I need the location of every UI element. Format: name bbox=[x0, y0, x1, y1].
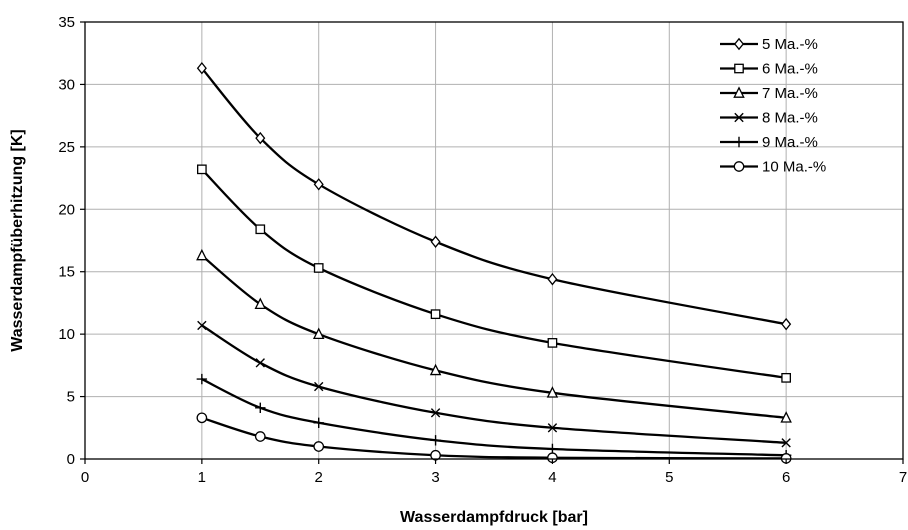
legend-item: 7 Ma.-% bbox=[720, 85, 818, 102]
axes: 0 1 2 3 4 5 6 7 0 5 10 15 20 25 30 35 bbox=[58, 14, 907, 486]
series-5 bbox=[196, 412, 792, 464]
data-point bbox=[254, 431, 266, 442]
data-point bbox=[313, 178, 324, 191]
x-tick-label: 1 bbox=[198, 469, 206, 486]
data-point bbox=[733, 136, 745, 148]
legend-label: 5 Ma.-% bbox=[762, 36, 818, 53]
data-point bbox=[197, 164, 207, 175]
data-point bbox=[196, 373, 208, 385]
data-point bbox=[547, 338, 558, 348]
series-line bbox=[200, 67, 787, 326]
y-tick-label: 10 bbox=[58, 326, 75, 343]
y-tick-label: 0 bbox=[67, 451, 75, 468]
series-2 bbox=[196, 248, 792, 423]
legend-label: 9 Ma.-% bbox=[762, 134, 818, 151]
data-point bbox=[255, 402, 266, 414]
series-0 bbox=[196, 61, 792, 331]
y-tick-label: 5 bbox=[67, 389, 75, 406]
data-point bbox=[254, 297, 267, 310]
y-tick-label: 15 bbox=[58, 264, 75, 281]
legend-item: 8 Ma.-% bbox=[720, 110, 818, 127]
x-tick-label: 6 bbox=[782, 469, 790, 486]
plot-frame bbox=[84, 21, 904, 460]
y-tick-label: 25 bbox=[58, 139, 75, 156]
data-point bbox=[733, 37, 745, 51]
y-tick-label: 20 bbox=[58, 201, 75, 218]
data-point bbox=[547, 423, 558, 433]
data-point bbox=[733, 161, 745, 172]
data-point bbox=[781, 317, 792, 331]
grid bbox=[85, 22, 903, 459]
x-tick-label: 0 bbox=[81, 469, 89, 486]
data-point bbox=[734, 112, 744, 123]
data-point bbox=[313, 441, 325, 452]
legend-label: 8 Ma.-% bbox=[762, 110, 818, 127]
data-point bbox=[781, 438, 791, 448]
legend: 5 Ma.-% 6 Ma.-% 7 Ma.-% 8 Ma.-% 9 Ma.-% 10 Ma… bbox=[720, 36, 826, 176]
data-point bbox=[313, 263, 324, 273]
data-point bbox=[429, 363, 442, 376]
data-point bbox=[430, 435, 441, 446]
series-4 bbox=[196, 373, 792, 461]
data-point bbox=[255, 131, 266, 145]
data-point bbox=[780, 411, 792, 423]
legend-label: 10 Ma.-% bbox=[762, 159, 826, 176]
data-point bbox=[430, 408, 441, 418]
y-tick-label: 35 bbox=[58, 14, 75, 31]
data-point bbox=[430, 309, 441, 320]
x-tick-label: 2 bbox=[315, 469, 323, 486]
data-point bbox=[430, 235, 441, 248]
data-point bbox=[546, 386, 559, 398]
data-point bbox=[255, 358, 265, 368]
series-1 bbox=[197, 164, 791, 383]
x-tick-label: 5 bbox=[665, 469, 673, 486]
series-3 bbox=[197, 320, 791, 448]
data-point bbox=[314, 381, 324, 392]
series-line bbox=[201, 254, 787, 419]
y-tick-label: 30 bbox=[58, 76, 75, 93]
data-point bbox=[255, 224, 266, 235]
data-point bbox=[312, 327, 325, 339]
data-point bbox=[196, 61, 207, 75]
x-tick-label: 7 bbox=[899, 469, 907, 486]
legend-item: 5 Ma.-% bbox=[720, 36, 818, 53]
legend-item: 10 Ma.-% bbox=[720, 159, 826, 176]
data-point bbox=[313, 417, 324, 428]
data-point bbox=[733, 86, 745, 98]
legend-item: 6 Ma.-% bbox=[720, 61, 818, 78]
x-tick-label: 3 bbox=[431, 469, 439, 486]
legend-item: 9 Ma.-% bbox=[720, 134, 818, 151]
data-point bbox=[547, 272, 558, 286]
data-point bbox=[781, 372, 791, 383]
x-tick-label: 4 bbox=[548, 469, 556, 486]
legend-label: 6 Ma.-% bbox=[762, 61, 818, 78]
y-axis-title: Wasserdampfüberhitzung [K] bbox=[9, 129, 26, 352]
data-point bbox=[197, 320, 207, 331]
data-point bbox=[196, 248, 208, 261]
data-point bbox=[734, 63, 744, 74]
series-layer bbox=[196, 61, 792, 464]
x-axis-title: Wasserdampfdruck [bar] bbox=[400, 509, 588, 526]
series-line bbox=[201, 168, 787, 379]
data-point bbox=[196, 412, 208, 424]
legend-label: 7 Ma.-% bbox=[762, 85, 818, 102]
